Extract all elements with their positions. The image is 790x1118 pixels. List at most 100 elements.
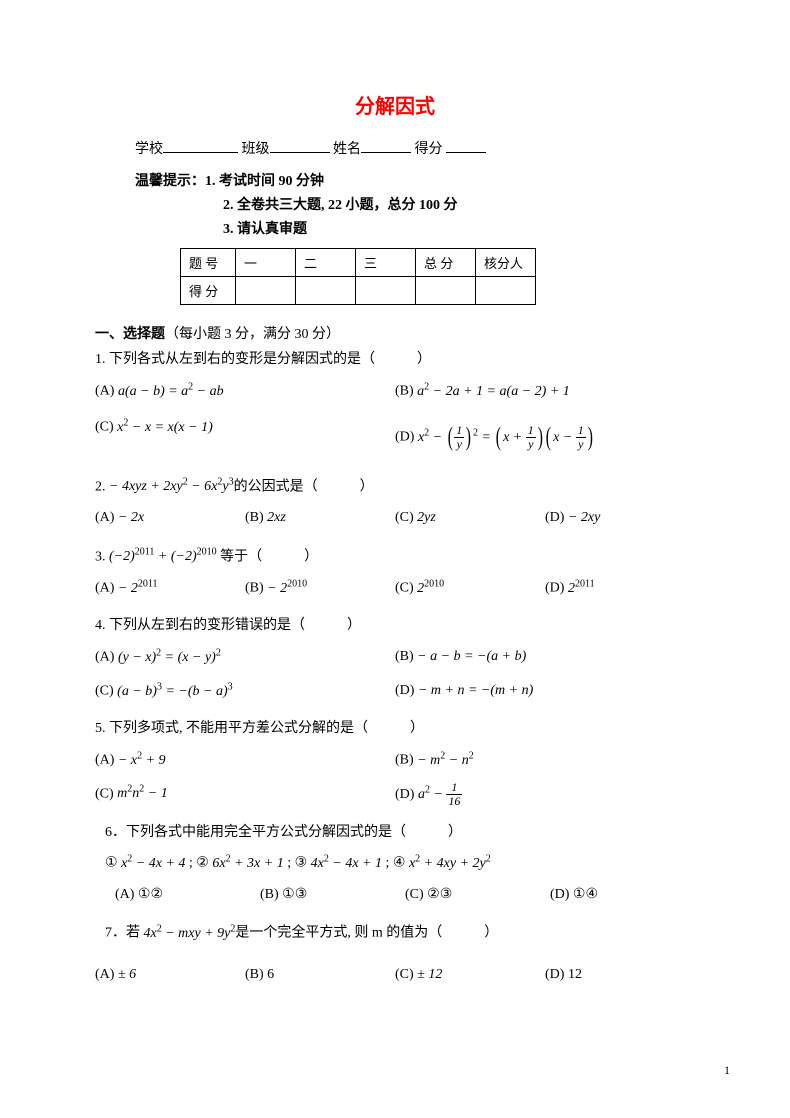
opt-math: x2 − x = x(x − 1) [117,420,213,435]
opt-label: (D) [545,967,568,982]
opt-math: − m2 − n2 [417,753,474,768]
q3-math: (−2)2011 + (−2)2010 [109,549,217,564]
q1-options: (A) a(a − b) = a2 − ab (B) a2 − 2a + 1 =… [95,378,695,461]
th-2: 二 [296,249,356,277]
q7-pre: 7．若 [105,926,144,941]
opt-label: (A) [95,384,118,399]
question-3: 3. (−2)2011 + (−2)2010 等于（ ） [95,545,695,568]
q6-options: (A) ①② (B) ①③ (C) ②③ (D) ①④ [95,882,695,907]
q7-opt-d: (D) 12 [545,962,695,987]
q6-opt-b: (B) ①③ [260,882,405,907]
tips-line-3: 3. 请认真审题 [95,218,695,238]
q4-opt-a: (A) (y − x)2 = (x − y)2 [95,644,395,670]
q3-opt-c: (C) 22010 [395,575,545,601]
section-1-label: 一、选择题 [95,327,165,342]
opt-label: (D) [395,683,418,698]
q3-options: (A) − 22011 (B) − 22010 (C) 22010 (D) 22… [95,575,695,601]
opt-math: ± 6 [118,967,136,982]
q4-options: (A) (y − x)2 = (x − y)2 (B) − a − b = −(… [95,644,695,704]
q6-sep1: ; ② [185,856,212,871]
opt-math: − 22011 [118,581,158,596]
tips-line-2: 2. 全卷共三大题, 22 小题，总分 100 分 [95,194,695,214]
page-title: 分解因式 [95,90,695,119]
q5-opt-d: (D) a2 − 116 [395,781,695,808]
q6-opt-a: (A) ①② [115,882,260,907]
student-info-line: 学校 班级 姓名 得分 [95,137,695,162]
q3-opt-a: (A) − 22011 [95,575,245,601]
q6-sep3: ; ④ [382,856,409,871]
score-label: 得分 [415,142,443,157]
opt-math: 22010 [417,581,444,596]
q2-options: (A) − 2x (B) 2xz (C) 2yz (D) − 2xy [95,505,695,530]
q7-post: 是一个完全平方式, 则 m 的值为（ ） [235,926,498,941]
th-total: 总 分 [416,249,476,277]
opt-math: − 22010 [267,581,307,596]
q6-sep2: ; ③ [284,856,311,871]
q5-opt-c: (C) m2n2 − 1 [95,781,395,808]
score-table: 题 号 一 二 三 总 分 核分人 得 分 [180,248,536,305]
q5-opt-b: (B) − m2 − n2 [395,747,695,773]
opt-math: − a − b = −(a + b) [417,649,526,664]
q2-pre: 2. [95,479,109,494]
opt-label: (B) [395,649,417,664]
opt-math: 2yz [417,510,436,525]
opt-label: (C) [395,510,417,525]
q6-m3: 4x2 − 4x + 1 [311,856,382,871]
school-label: 学校 [135,142,163,157]
opt-label: (B) [245,581,267,596]
opt-label: (C) [95,420,117,435]
q1-opt-b: (B) a2 − 2a + 1 = a(a − 2) + 1 [395,378,695,404]
name-label: 姓名 [333,142,361,157]
td-blank [296,277,356,305]
q6-opt-d: (D) ①④ [550,882,695,907]
page-number: 1 [724,1063,730,1078]
question-7: 7．若 4x2 − mxy + 9y2是一个完全平方式, 则 m 的值为（ ） [95,921,695,944]
question-2: 2. − 4xyz + 2xy2 − 6x2y3的公因式是（ ） [95,475,695,498]
opt-label: (C) [95,786,117,801]
question-5: 5. 下列多项式, 不能用平方差公式分解的是（ ） [95,718,695,739]
section-1-title: 一、选择题（每小题 3 分，满分 30 分） [95,323,695,343]
opt-label: (C) [395,967,417,982]
q4-opt-b: (B) − a − b = −(a + b) [395,644,695,670]
q4-opt-d: (D) − m + n = −(m + n) [395,678,695,704]
opt-label: (A) [95,650,118,665]
section-1-note: （每小题 3 分，满分 30 分） [165,327,340,342]
question-6: 6．下列各式中能用完全平方公式分解因式的是（ ） [95,822,695,843]
opt-math: a2 − 116 [418,787,462,802]
opt-label: (B) [395,384,417,399]
opt-math: − m + n = −(m + n) [418,683,533,698]
q7-options: (A) ± 6 (B) 6 (C) ± 12 (D) 12 [95,962,695,987]
opt-math: 12 [568,967,582,982]
opt-math: − 2x [118,510,144,525]
opt-label: (C) [95,684,117,699]
opt-math: − x2 + 9 [118,753,166,768]
tips-prefix: 温馨提示： [135,174,205,189]
q7-opt-b: (B) 6 [245,962,395,987]
th-1: 一 [236,249,296,277]
q3-opt-d: (D) 22011 [545,575,695,601]
opt-math: (y − x)2 = (x − y)2 [118,650,221,665]
th-checker: 核分人 [476,249,536,277]
q6-pre: ① [105,856,121,871]
td-blank [356,277,416,305]
q4-opt-c: (C) (a − b)3 = −(b − a)3 [95,678,395,704]
opt-label: (A) [95,967,118,982]
q2-post: 的公因式是（ ） [234,479,374,494]
th-3: 三 [356,249,416,277]
question-4: 4. 下列从左到右的变形错误的是（ ） [95,615,695,636]
q6-opt-c: (C) ②③ [405,882,550,907]
opt-math: x2 − (1y)2 = (x + 1y)(x − 1y) [418,430,595,445]
opt-label: (C) [395,581,417,596]
table-row: 得 分 [181,277,536,305]
q1-opt-d: (D) x2 − (1y)2 = (x + 1y)(x − 1y) [395,414,695,461]
q1-opt-c: (C) x2 − x = x(x − 1) [95,414,395,461]
q1-opt-a: (A) a(a − b) = a2 − ab [95,378,395,404]
q2-opt-a: (A) − 2x [95,505,245,530]
tip-1: 1. 考试时间 90 分钟 [205,174,324,189]
q7-math: 4x2 − mxy + 9y2 [144,926,236,941]
class-blank [270,152,330,153]
q7-opt-c: (C) ± 12 [395,962,545,987]
td-blank [236,277,296,305]
q5-options: (A) − x2 + 9 (B) − m2 − n2 (C) m2n2 − 1 … [95,747,695,808]
q6-m2: 6x2 + 3x + 1 [212,856,283,871]
